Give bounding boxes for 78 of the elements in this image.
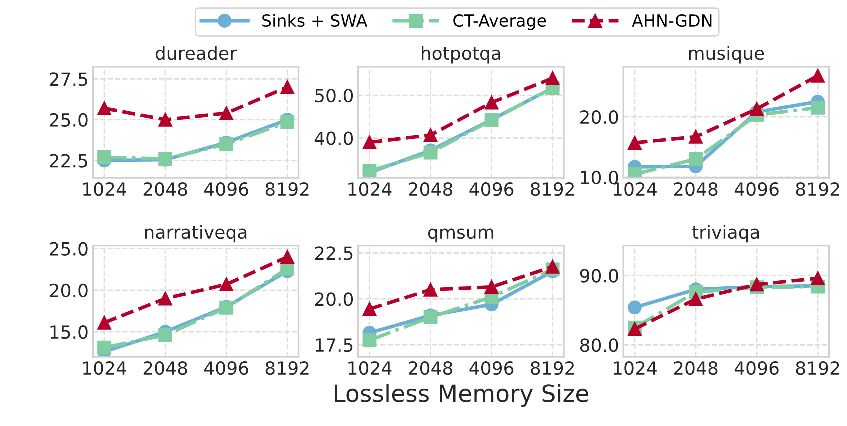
x-tick-label: 1024 <box>348 182 392 196</box>
point <box>220 106 234 120</box>
point <box>98 316 112 330</box>
x-tick-label: 2048 <box>409 182 453 196</box>
y-tick-label: 20.0 <box>50 284 88 298</box>
x-tick-label: 1024 <box>84 182 126 196</box>
x-tick-label: 8192 <box>266 182 309 196</box>
x-tick-label: 8192 <box>796 182 840 196</box>
x-tick-label: 2048 <box>674 361 718 376</box>
x-tick-label: 2048 <box>144 361 188 376</box>
point <box>750 102 764 116</box>
y-tick-label: 25.0 <box>50 113 88 128</box>
y-tick-label: 22.5 <box>50 154 88 168</box>
point <box>546 71 560 86</box>
x-tick-label: 1024 <box>348 361 392 376</box>
legend-label: AHN-GDN <box>632 14 712 28</box>
chart-title: qmsum <box>428 228 494 243</box>
y-tick-label: 20.0 <box>580 110 618 124</box>
y-tick-label: 20.0 <box>315 292 354 306</box>
x-tick-label: 2048 <box>409 361 453 376</box>
y-tick-label: 17.5 <box>316 338 353 352</box>
point <box>158 292 172 306</box>
chart-title: triviaqa <box>692 225 760 243</box>
y-tick-label: 40.0 <box>314 132 354 146</box>
point <box>280 250 295 264</box>
point <box>98 102 112 116</box>
x-tick-label: 2048 <box>144 182 188 196</box>
chart-title: dureader <box>156 46 238 60</box>
x-tick-label: 4096 <box>734 361 779 376</box>
y-tick-label: 80.0 <box>580 338 618 352</box>
point <box>158 112 172 127</box>
point <box>98 150 112 164</box>
y-tick-label: 50.0 <box>315 88 354 103</box>
y-tick-label: 10.0 <box>581 170 618 185</box>
x-tick-label: 1024 <box>614 182 657 196</box>
x-tick-label: 1024 <box>614 361 657 376</box>
point <box>424 128 438 142</box>
point <box>158 328 172 342</box>
y-tick-label: 90.0 <box>580 269 618 283</box>
point <box>484 96 499 110</box>
x-tick-label: 8192 <box>531 361 574 376</box>
point <box>362 334 377 348</box>
point <box>546 260 560 274</box>
x-tick-label: 4096 <box>470 182 514 196</box>
point <box>811 69 825 83</box>
legend-label: Sinks + SWA <box>262 14 368 28</box>
y-tick-label: 27.5 <box>50 72 88 86</box>
y-tick-label: 22.5 <box>315 246 353 260</box>
point <box>811 101 825 115</box>
x-tick-label: 4096 <box>470 361 514 376</box>
chart-title: hotpotqa <box>422 46 500 64</box>
point <box>362 302 377 316</box>
point <box>689 292 703 306</box>
x-tick-label: 8192 <box>531 182 574 196</box>
point <box>424 282 438 297</box>
legend-label: CT-Average <box>454 14 546 30</box>
point <box>628 300 642 315</box>
chart-title: musique <box>689 46 764 64</box>
x-tick-label: 4096 <box>204 182 248 196</box>
point <box>484 280 499 294</box>
x-axis-title: Lossless Memory Size <box>335 384 588 408</box>
x-tick-label: 4096 <box>734 182 779 196</box>
chart-title: narrativeqa <box>145 225 247 243</box>
point <box>98 340 112 355</box>
point <box>220 278 234 292</box>
point <box>280 80 295 94</box>
x-tick-label: 8192 <box>796 361 840 376</box>
y-tick-label: 25.0 <box>50 242 88 256</box>
x-tick-label: 4096 <box>204 361 248 376</box>
point <box>811 272 825 286</box>
point <box>628 136 642 150</box>
point <box>689 130 703 144</box>
point <box>689 152 703 166</box>
y-tick-label: 15.0 <box>50 325 88 340</box>
x-tick-label: 2048 <box>674 182 718 196</box>
x-tick-label: 1024 <box>84 361 126 376</box>
point <box>362 136 377 150</box>
x-tick-label: 8192 <box>266 361 309 376</box>
